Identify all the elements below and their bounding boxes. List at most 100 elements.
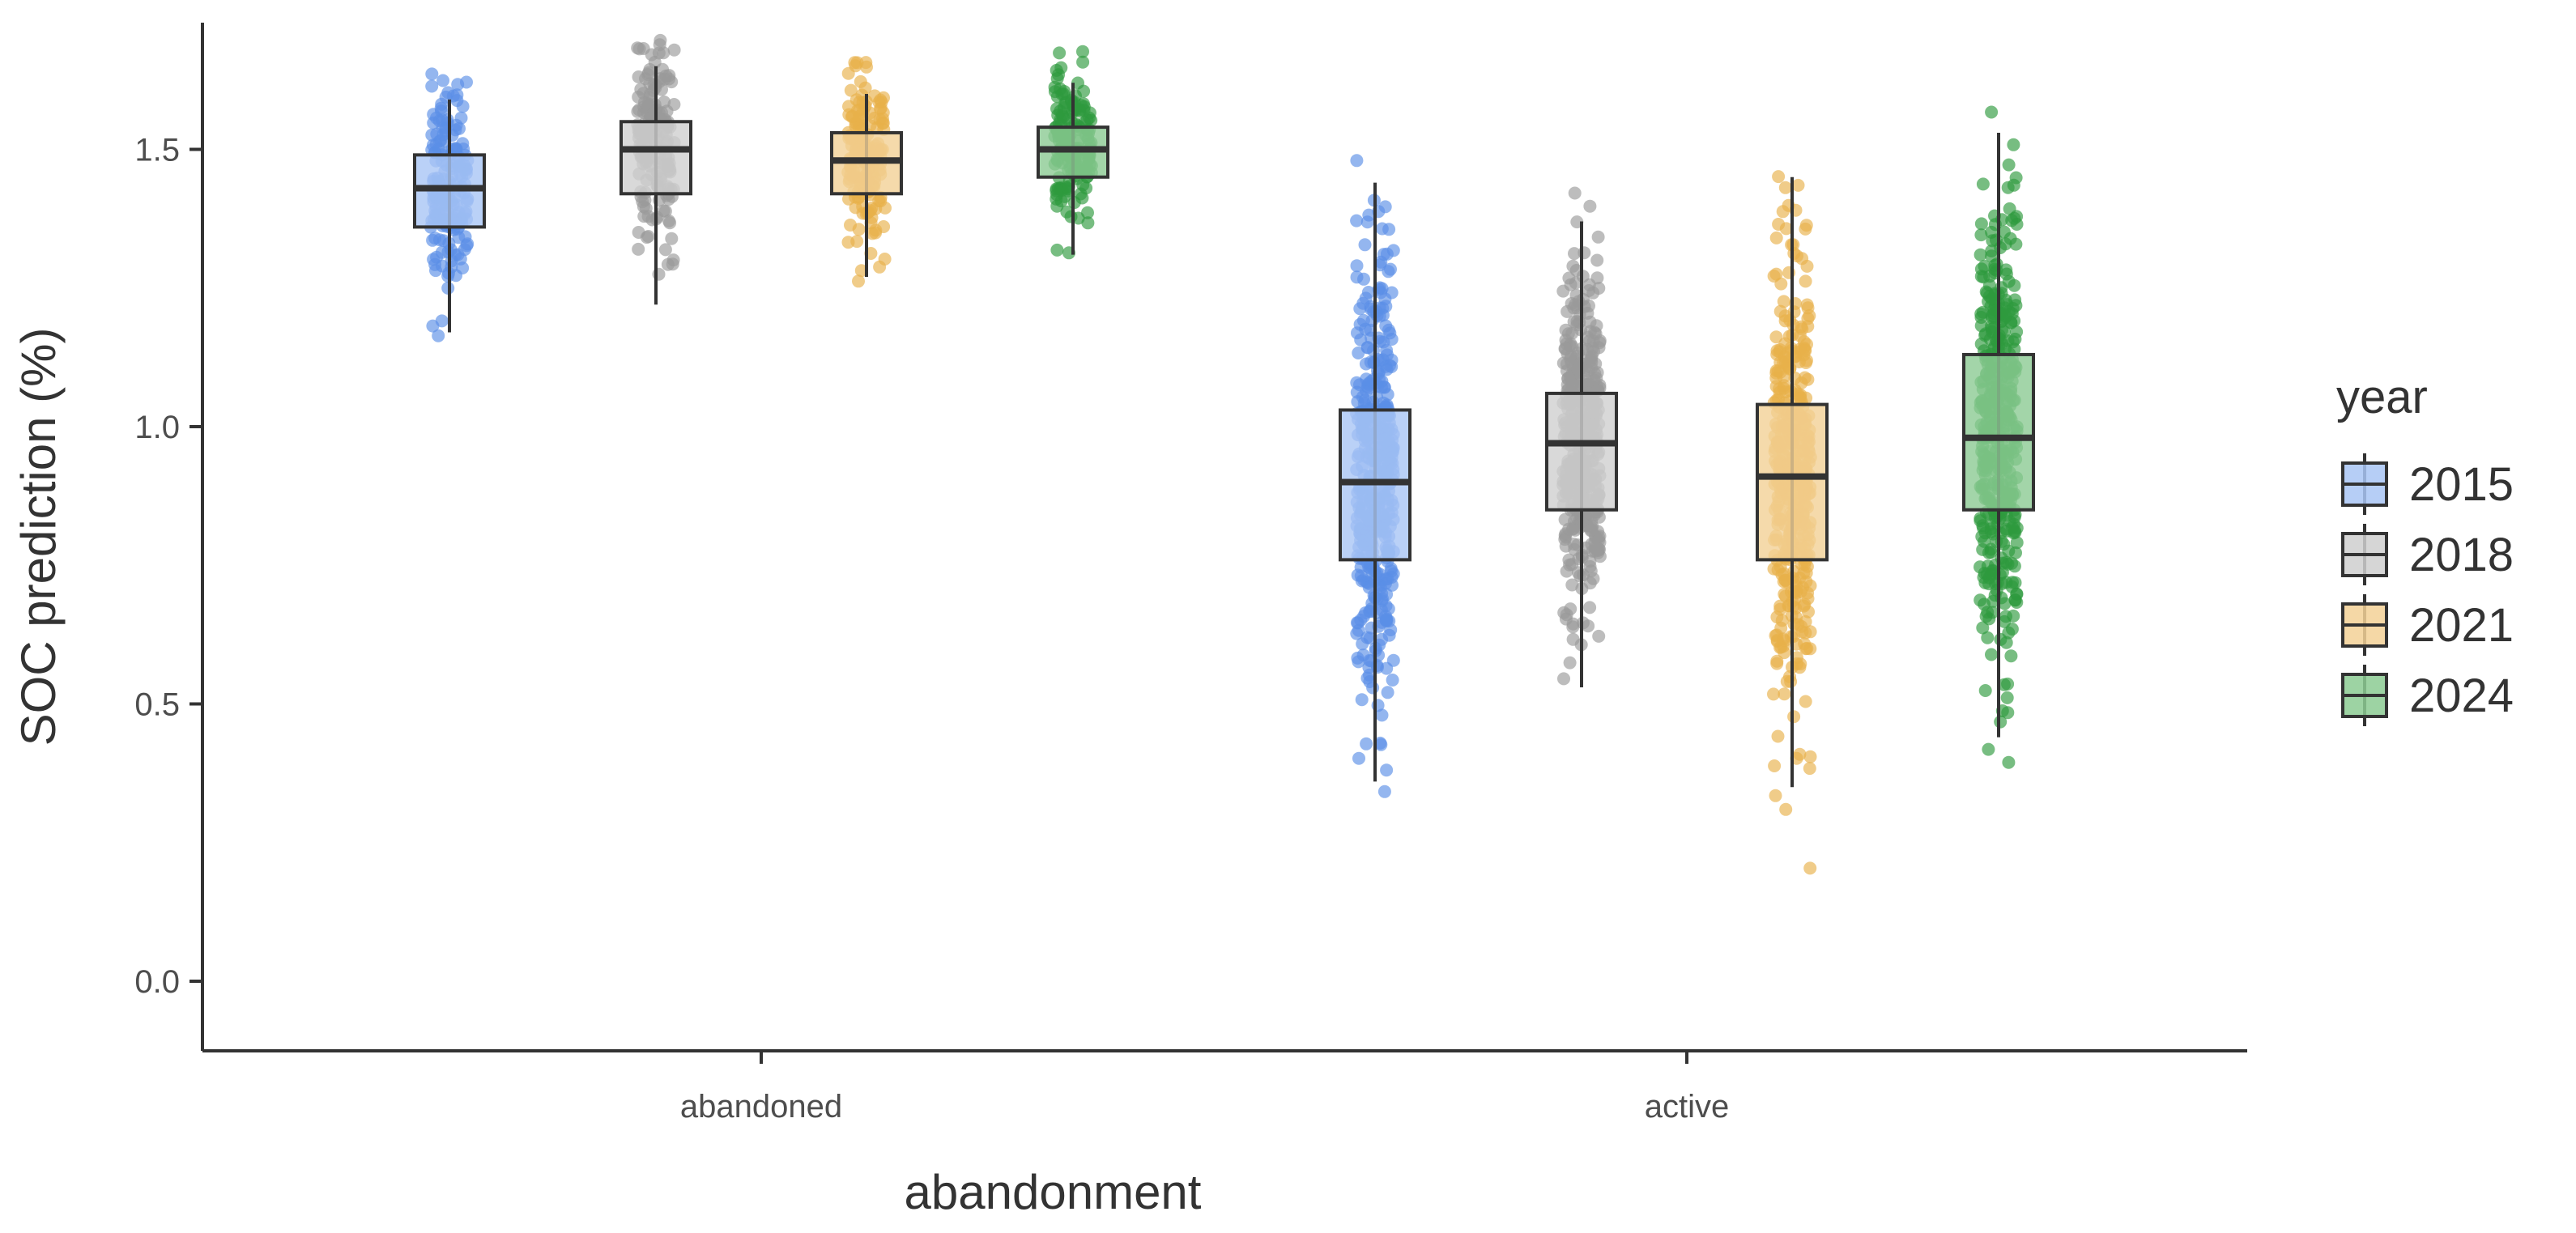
point-2024-abandoned	[1054, 61, 1068, 74]
point-2015-active	[1351, 395, 1365, 409]
point-2015-active	[1352, 655, 1365, 669]
point-2021-active	[1772, 170, 1786, 184]
point-2015-active	[1350, 214, 1364, 227]
point-2015-abandoned	[460, 75, 473, 89]
point-2015-active	[1380, 614, 1394, 627]
point-2021-active	[1778, 181, 1792, 194]
point-2021-active	[1799, 695, 1812, 708]
point-2018-abandoned	[652, 267, 666, 281]
point-2021-active	[1779, 802, 1793, 816]
point-2015-active	[1371, 661, 1384, 674]
point-2021-abandoned	[874, 194, 888, 208]
point-2018-active	[1586, 572, 1600, 585]
point-2024-active	[1982, 612, 1996, 626]
point-2021-active	[1771, 729, 1785, 743]
box-2018-abandoned	[620, 120, 692, 196]
point-2024-active	[1981, 631, 1995, 644]
point-2018-active	[1560, 564, 1573, 578]
point-2015-abandoned	[456, 100, 470, 113]
point-2018-active	[1566, 632, 1580, 646]
point-2024-active	[1976, 621, 1990, 635]
point-2024-active	[1998, 325, 2011, 338]
point-2015-active	[1376, 353, 1390, 367]
point-2015-active	[1385, 286, 1399, 300]
point-2021-active	[1770, 610, 1784, 624]
point-2015-active	[1365, 564, 1379, 578]
point-2018-active	[1558, 529, 1572, 542]
point-2018-active	[1592, 629, 1606, 643]
point-2015-abandoned	[425, 79, 439, 93]
point-2024-abandoned	[1076, 45, 1089, 58]
y-tick-label-1-5: 1.5	[134, 133, 180, 168]
point-2021-active	[1803, 579, 1817, 593]
point-2024-abandoned	[1076, 97, 1090, 111]
point-2024-active	[2005, 556, 2019, 570]
legend-label-2021: 2021	[2409, 599, 2514, 652]
point-2018-active	[1583, 315, 1597, 329]
point-2024-active	[2010, 536, 2024, 550]
point-2021-active	[1787, 617, 1801, 631]
point-2021-active	[1798, 637, 1812, 651]
point-2024-active	[2001, 706, 2015, 720]
point-2021-abandoned	[876, 112, 889, 125]
point-2015-active	[1377, 381, 1391, 394]
point-2018-active	[1583, 559, 1597, 573]
point-2021-active	[1779, 385, 1793, 399]
legend: year 2015 2018 2021 2024	[2336, 371, 2514, 726]
point-2024-active	[1982, 290, 1996, 303]
point-2018-abandoned	[641, 230, 655, 243]
point-2015-active	[1359, 357, 1373, 371]
point-2018-active	[1566, 259, 1580, 273]
point-2018-active	[1556, 356, 1570, 370]
point-2024-active	[2000, 691, 2014, 704]
point-2024-active	[1999, 267, 2013, 281]
point-2018-abandoned	[639, 72, 652, 86]
point-2024-abandoned	[1055, 108, 1069, 121]
point-2015-abandoned	[426, 233, 440, 247]
point-2024-abandoned	[1050, 243, 1064, 257]
point-2015-active	[1374, 738, 1388, 751]
point-2021-active	[1799, 626, 1812, 640]
point-2018-abandoned	[658, 243, 672, 257]
point-2021-active	[1801, 301, 1815, 315]
point-2024-active	[2010, 218, 2024, 231]
point-2018-active	[1583, 199, 1597, 213]
point-2018-abandoned	[636, 195, 649, 209]
point-2024-active	[2007, 178, 2020, 192]
legend-label-2024: 2024	[2409, 670, 2514, 722]
point-2021-active	[1787, 710, 1801, 724]
point-2018-active	[1590, 271, 1604, 285]
point-2021-active	[1801, 372, 1815, 386]
point-2024-active	[1974, 337, 1988, 351]
point-2015-abandoned	[449, 249, 462, 261]
point-2021-active	[1803, 861, 1817, 875]
point-2018-active	[1563, 656, 1577, 670]
point-2018-abandoned	[665, 232, 679, 245]
point-2015-active	[1352, 751, 1365, 765]
point-2021-abandoned	[850, 56, 864, 70]
point-2021-active	[1778, 588, 1791, 601]
point-2024-active	[1985, 105, 1999, 119]
point-2015-abandoned	[456, 261, 470, 274]
point-2024-active	[1999, 610, 2012, 623]
point-2015-active	[1355, 693, 1369, 707]
point-2021-active	[1770, 657, 1784, 670]
point-2021-active	[1793, 661, 1807, 674]
point-2018-active	[1565, 578, 1579, 592]
y-tick-label-0-5: 0.5	[134, 687, 180, 723]
point-2024-active	[2010, 596, 2024, 609]
point-2015-abandoned	[428, 257, 442, 271]
point-2024-active	[1978, 684, 1992, 697]
point-2015-active	[1357, 610, 1370, 623]
point-2015-active	[1360, 737, 1373, 750]
point-2024-active	[1976, 519, 1990, 533]
point-2024-active	[1974, 217, 1988, 231]
point-2024-active	[1978, 259, 1991, 273]
point-2024-active	[2004, 649, 2018, 663]
point-2015-abandoned	[449, 142, 462, 155]
point-2024-active	[1974, 593, 1987, 607]
point-2018-active	[1564, 602, 1578, 616]
point-2018-abandoned	[654, 33, 667, 47]
point-2024-active	[2002, 158, 2016, 172]
point-2021-active	[1769, 789, 1782, 802]
